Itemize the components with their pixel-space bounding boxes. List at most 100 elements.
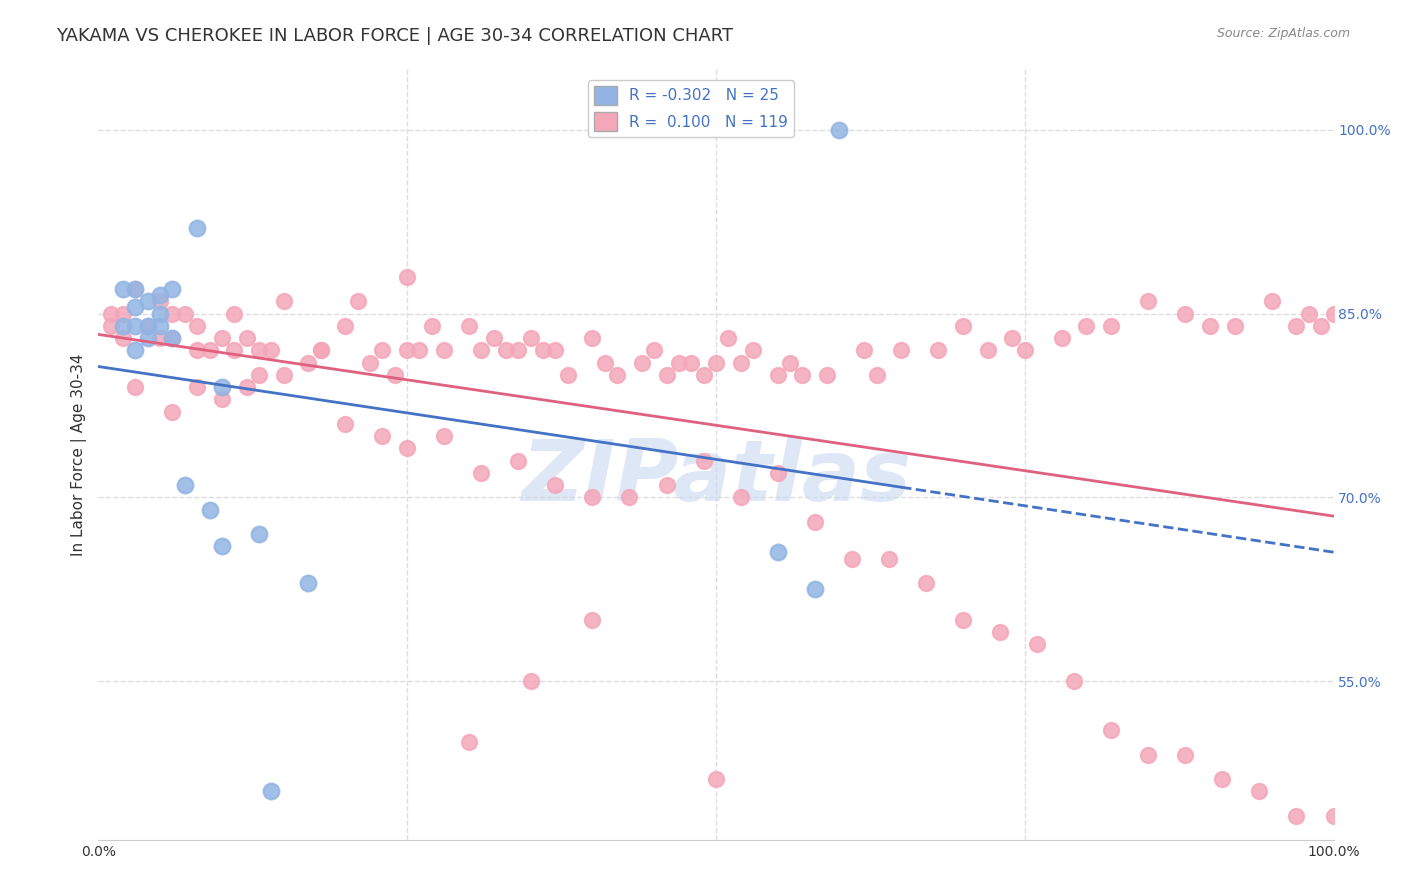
Point [273, 294, 295, 309]
Point [186, 380, 208, 394]
Point [247, 343, 270, 358]
Point [335, 417, 357, 431]
Point [235, 331, 257, 345]
Point [124, 343, 146, 358]
Point [643, 343, 665, 358]
Point [211, 331, 233, 345]
Point [162, 282, 184, 296]
Point [1223, 318, 1246, 333]
Point [730, 355, 752, 369]
Text: YAKAMA VS CHEROKEE IN LABOR FORCE | AGE 30-34 CORRELATION CHART: YAKAMA VS CHEROKEE IN LABOR FORCE | AGE … [56, 27, 734, 45]
Point [792, 368, 814, 382]
Point [211, 539, 233, 553]
Point [606, 368, 628, 382]
Point [1099, 318, 1122, 333]
Point [186, 343, 208, 358]
Point [1261, 294, 1284, 309]
Point [531, 343, 554, 358]
Point [112, 282, 135, 296]
Point [186, 318, 208, 333]
Point [766, 368, 789, 382]
Point [396, 343, 419, 358]
Point [273, 368, 295, 382]
Point [1026, 637, 1049, 651]
Point [1137, 294, 1160, 309]
Point [841, 551, 863, 566]
Point [173, 478, 195, 492]
Point [420, 318, 443, 333]
Point [1298, 306, 1320, 320]
Point [1001, 331, 1024, 345]
Point [508, 343, 530, 358]
Point [803, 582, 825, 596]
Point [630, 355, 652, 369]
Point [124, 318, 146, 333]
Point [186, 220, 208, 235]
Point [557, 368, 579, 382]
Point [865, 368, 887, 382]
Point [162, 404, 184, 418]
Point [224, 343, 246, 358]
Point [1199, 318, 1222, 333]
Point [309, 343, 332, 358]
Point [519, 674, 541, 689]
Point [828, 122, 851, 136]
Point [346, 294, 368, 309]
Point [136, 318, 159, 333]
Point [1014, 343, 1036, 358]
Point [815, 368, 838, 382]
Y-axis label: In Labor Force | Age 30-34: In Labor Force | Age 30-34 [72, 353, 87, 556]
Point [1285, 318, 1308, 333]
Text: ZIPatlas: ZIPatlas [520, 436, 911, 519]
Point [668, 355, 690, 369]
Point [1137, 747, 1160, 762]
Point [1076, 318, 1098, 333]
Point [681, 355, 703, 369]
Point [198, 343, 221, 358]
Point [247, 527, 270, 541]
Point [1249, 784, 1271, 798]
Point [470, 343, 492, 358]
Point [976, 343, 998, 358]
Point [149, 306, 172, 320]
Point [100, 306, 122, 320]
Point [508, 453, 530, 467]
Point [1310, 318, 1333, 333]
Point [730, 490, 752, 504]
Point [112, 331, 135, 345]
Point [581, 613, 603, 627]
Point [457, 735, 479, 749]
Point [100, 318, 122, 333]
Point [384, 368, 406, 382]
Point [149, 331, 172, 345]
Point [136, 331, 159, 345]
Point [124, 380, 146, 394]
Point [704, 355, 727, 369]
Point [198, 502, 221, 516]
Point [149, 294, 172, 309]
Point [112, 318, 135, 333]
Point [260, 343, 283, 358]
Point [1322, 306, 1344, 320]
Point [779, 355, 801, 369]
Point [359, 355, 381, 369]
Point [692, 368, 714, 382]
Point [224, 306, 246, 320]
Point [519, 331, 541, 345]
Point [1322, 809, 1344, 823]
Point [396, 442, 419, 456]
Point [877, 551, 900, 566]
Point [297, 576, 319, 591]
Point [495, 343, 517, 358]
Legend: R = -0.302   N = 25, R =  0.100   N = 119: R = -0.302 N = 25, R = 0.100 N = 119 [588, 80, 794, 137]
Point [335, 318, 357, 333]
Point [853, 343, 876, 358]
Point [1099, 723, 1122, 737]
Point [692, 453, 714, 467]
Point [433, 343, 456, 358]
Point [173, 306, 195, 320]
Point [396, 269, 419, 284]
Point [581, 490, 603, 504]
Point [1174, 747, 1197, 762]
Point [927, 343, 949, 358]
